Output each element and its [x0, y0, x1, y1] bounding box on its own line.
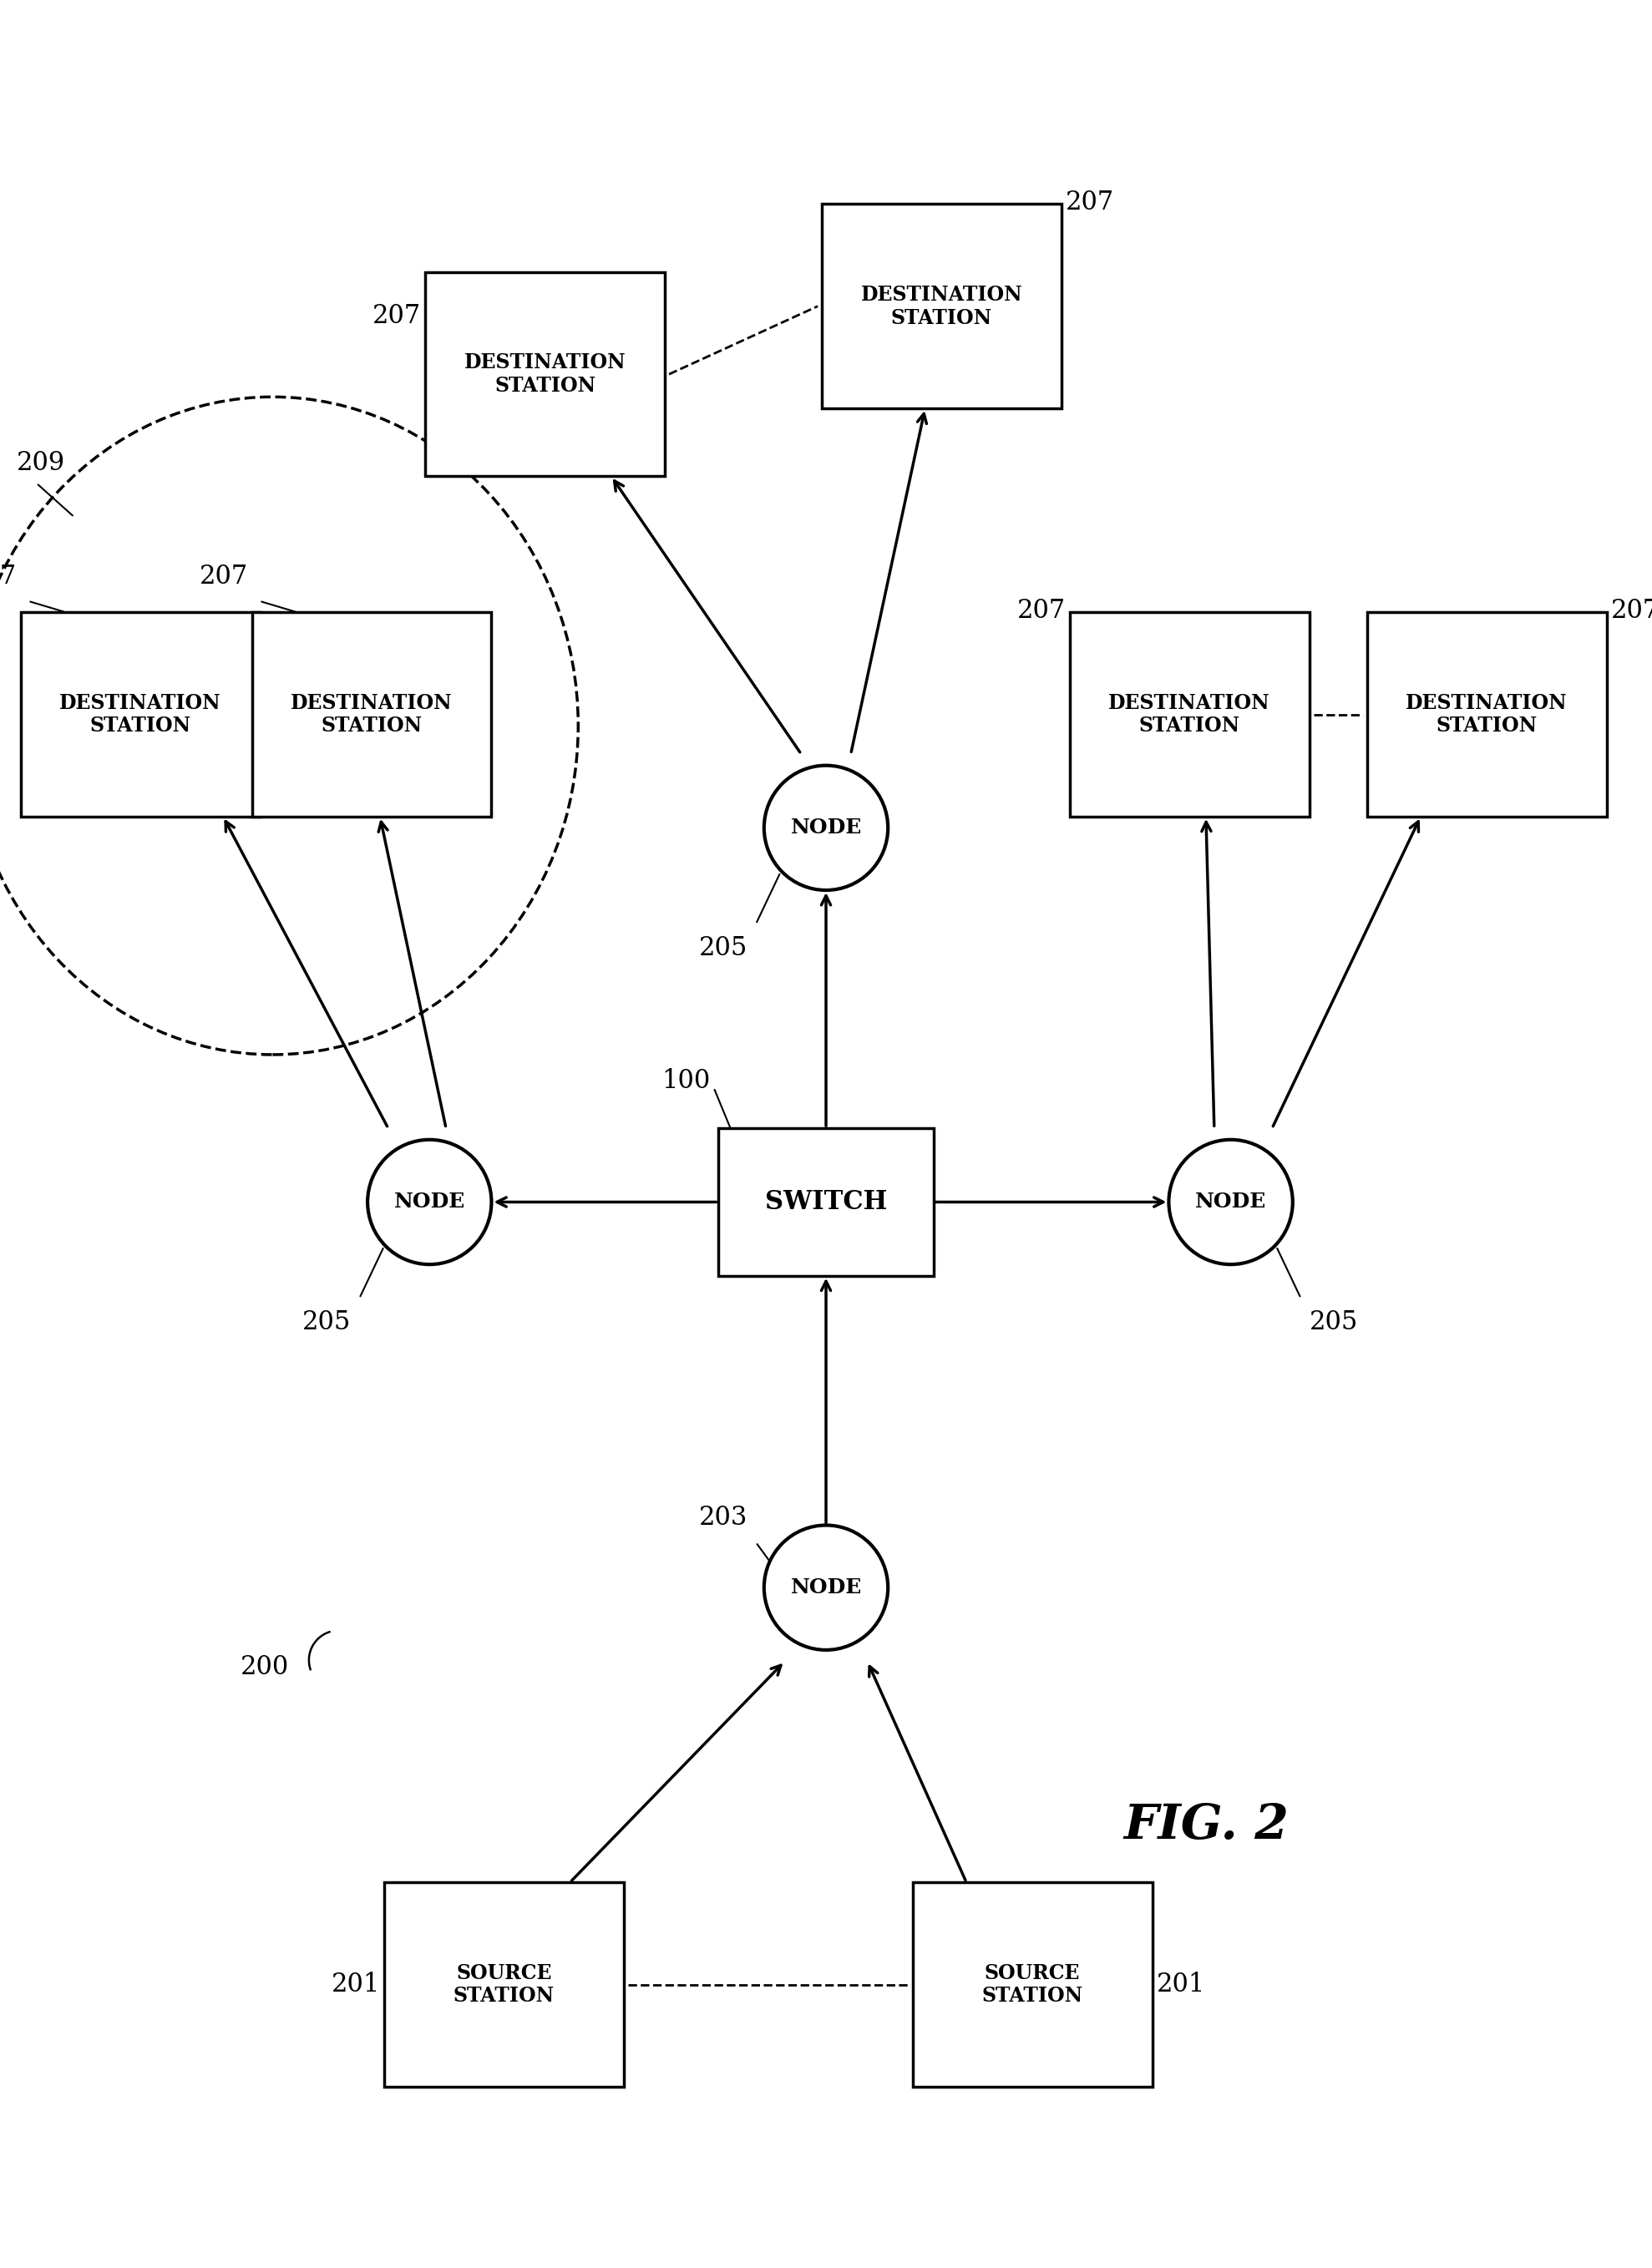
- FancyBboxPatch shape: [1070, 612, 1310, 816]
- Text: DESTINATION
STATION: DESTINATION STATION: [291, 692, 453, 737]
- Text: DESTINATION
STATION: DESTINATION STATION: [464, 352, 626, 397]
- Ellipse shape: [367, 1139, 492, 1266]
- Text: DESTINATION
STATION: DESTINATION STATION: [1406, 692, 1568, 737]
- Text: 207: 207: [373, 304, 421, 329]
- Text: SOURCE
STATION: SOURCE STATION: [981, 1962, 1084, 2007]
- FancyBboxPatch shape: [912, 1882, 1153, 2087]
- Text: 201: 201: [330, 1971, 380, 1998]
- FancyBboxPatch shape: [383, 1882, 624, 2087]
- Text: FIG. 2: FIG. 2: [1123, 1803, 1289, 1848]
- Ellipse shape: [763, 1524, 889, 1651]
- Text: 207: 207: [1018, 599, 1066, 624]
- FancyBboxPatch shape: [821, 204, 1061, 408]
- Text: 200: 200: [241, 1653, 289, 1681]
- FancyBboxPatch shape: [253, 612, 492, 816]
- Text: 205: 205: [1310, 1311, 1358, 1336]
- Text: NODE: NODE: [790, 1579, 862, 1597]
- Text: 203: 203: [699, 1506, 747, 1531]
- Text: 205: 205: [302, 1311, 350, 1336]
- Text: 100: 100: [662, 1068, 710, 1095]
- Text: 205: 205: [699, 934, 747, 962]
- Text: 201: 201: [1156, 1971, 1206, 1998]
- Text: 207: 207: [1066, 191, 1113, 215]
- FancyBboxPatch shape: [426, 272, 664, 476]
- FancyBboxPatch shape: [21, 612, 261, 816]
- Text: SWITCH: SWITCH: [765, 1188, 887, 1216]
- Text: DESTINATION
STATION: DESTINATION STATION: [1108, 692, 1270, 737]
- FancyBboxPatch shape: [1368, 612, 1606, 816]
- Ellipse shape: [1170, 1139, 1294, 1266]
- Text: 209: 209: [17, 451, 64, 476]
- FancyBboxPatch shape: [719, 1129, 933, 1275]
- Text: DESTINATION
STATION: DESTINATION STATION: [59, 692, 221, 737]
- Text: SOURCE
STATION: SOURCE STATION: [453, 1962, 555, 2007]
- Text: NODE: NODE: [790, 819, 862, 837]
- Ellipse shape: [763, 764, 889, 889]
- Text: DESTINATION
STATION: DESTINATION STATION: [861, 284, 1023, 329]
- Text: NODE: NODE: [393, 1193, 466, 1211]
- Text: NODE: NODE: [1194, 1193, 1267, 1211]
- Text: 207: 207: [1611, 599, 1652, 624]
- Text: 207: 207: [0, 565, 17, 590]
- Text: 207: 207: [200, 565, 248, 590]
